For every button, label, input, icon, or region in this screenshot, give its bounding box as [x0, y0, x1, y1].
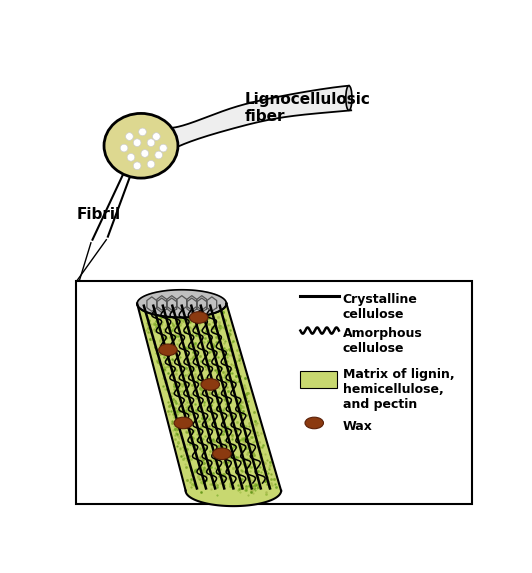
Ellipse shape — [104, 113, 178, 178]
Ellipse shape — [305, 417, 323, 429]
Text: Crystalline
cellulose: Crystalline cellulose — [343, 293, 418, 321]
Text: Wax: Wax — [343, 420, 372, 433]
Text: Fibril: Fibril — [77, 207, 121, 222]
Bar — [301, 371, 337, 387]
Polygon shape — [161, 86, 351, 157]
Ellipse shape — [147, 139, 155, 147]
Ellipse shape — [174, 417, 193, 429]
Ellipse shape — [155, 151, 163, 159]
Ellipse shape — [141, 150, 148, 158]
Ellipse shape — [159, 344, 177, 356]
Bar — [76, 281, 472, 504]
Ellipse shape — [201, 379, 220, 390]
Polygon shape — [137, 290, 227, 317]
Ellipse shape — [126, 133, 134, 140]
Ellipse shape — [213, 448, 231, 460]
Ellipse shape — [134, 162, 141, 170]
Ellipse shape — [147, 160, 155, 168]
Ellipse shape — [134, 139, 141, 147]
Ellipse shape — [127, 154, 135, 161]
Ellipse shape — [153, 133, 160, 140]
Text: Amorphous
cellulose: Amorphous cellulose — [343, 328, 422, 355]
Ellipse shape — [160, 144, 167, 152]
Text: Lignocellulosic
fiber: Lignocellulosic fiber — [245, 92, 371, 124]
Ellipse shape — [189, 312, 208, 323]
Polygon shape — [137, 304, 281, 506]
Ellipse shape — [120, 144, 128, 152]
Ellipse shape — [346, 86, 352, 111]
Ellipse shape — [139, 128, 146, 136]
Text: Matrix of lignin,
hemicellulose,
and pectin: Matrix of lignin, hemicellulose, and pec… — [343, 367, 454, 410]
